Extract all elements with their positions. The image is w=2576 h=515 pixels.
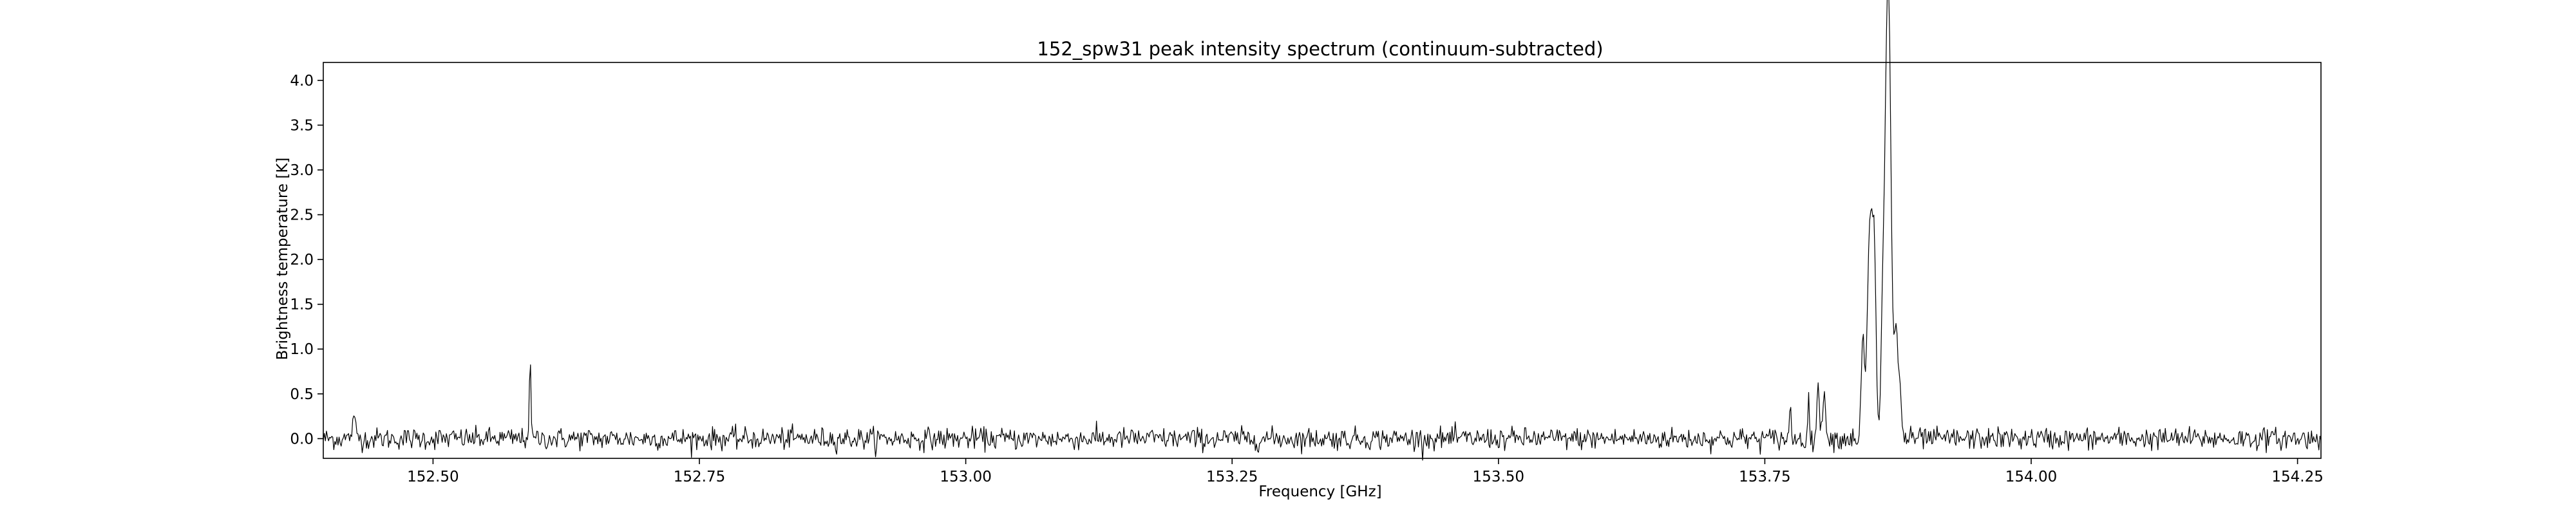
x-tick-label: 153.75: [1739, 469, 1790, 485]
y-tick-label: 1.5: [290, 297, 314, 314]
x-axis-label: Frequency [GHz]: [1258, 483, 1381, 500]
x-tick-label: 153.00: [940, 469, 991, 485]
spectrum-line: [323, 0, 2322, 461]
y-tick-label: 2.0: [290, 252, 314, 268]
y-tick-label: 4.0: [290, 73, 314, 89]
y-tick-label: 2.5: [290, 207, 314, 224]
axes-frame: [323, 62, 2322, 459]
y-tick-label: 0.5: [290, 386, 314, 403]
y-axis-label: Brightness temperature [K]: [274, 158, 291, 360]
y-tick-label: 1.0: [290, 341, 314, 358]
y-tick-label: 0.0: [290, 431, 314, 447]
x-tick-label: 154.00: [2005, 469, 2057, 485]
chart-title: 152_spw31 peak intensity spectrum (conti…: [1037, 38, 1603, 60]
x-tick-label: 152.50: [407, 469, 459, 485]
plot-area: [323, 0, 2322, 461]
x-tick-label: 152.75: [674, 469, 725, 485]
y-tick-label: 3.0: [290, 162, 314, 179]
x-tick-label: 153.50: [1473, 469, 1524, 485]
x-tick-label: 153.25: [1206, 469, 1258, 485]
x-axis-ticks: 152.50 152.75 153.00 153.25 153.50 153.75 154.…: [407, 458, 2324, 485]
y-axis-ticks: 0.0 0.5 1.0 1.5 2.0 2.5 3.0 3.5 4.0: [290, 73, 323, 447]
x-tick-label: 154.25: [2271, 469, 2323, 485]
y-tick-label: 3.5: [290, 117, 314, 134]
